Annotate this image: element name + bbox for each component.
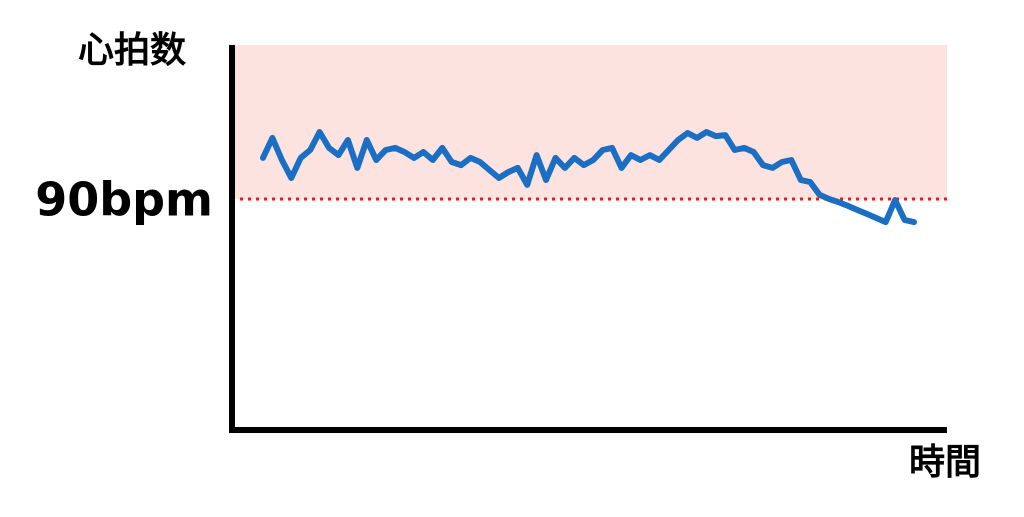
axes — [229, 45, 947, 433]
threshold-region — [232, 45, 947, 199]
heart-rate-line — [260, 129, 917, 226]
y-axis-label: 心拍数 — [78, 30, 186, 71]
x-axis-label: 時間 — [909, 442, 981, 483]
y-tick-label: 90bpm — [35, 173, 213, 227]
